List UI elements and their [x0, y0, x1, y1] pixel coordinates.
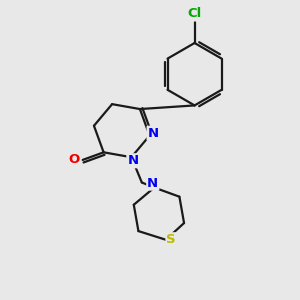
Text: S: S: [167, 233, 176, 246]
Text: N: N: [147, 177, 158, 190]
Text: Cl: Cl: [188, 8, 202, 20]
Text: O: O: [69, 153, 80, 167]
Text: N: N: [148, 127, 159, 140]
Text: N: N: [127, 154, 139, 167]
